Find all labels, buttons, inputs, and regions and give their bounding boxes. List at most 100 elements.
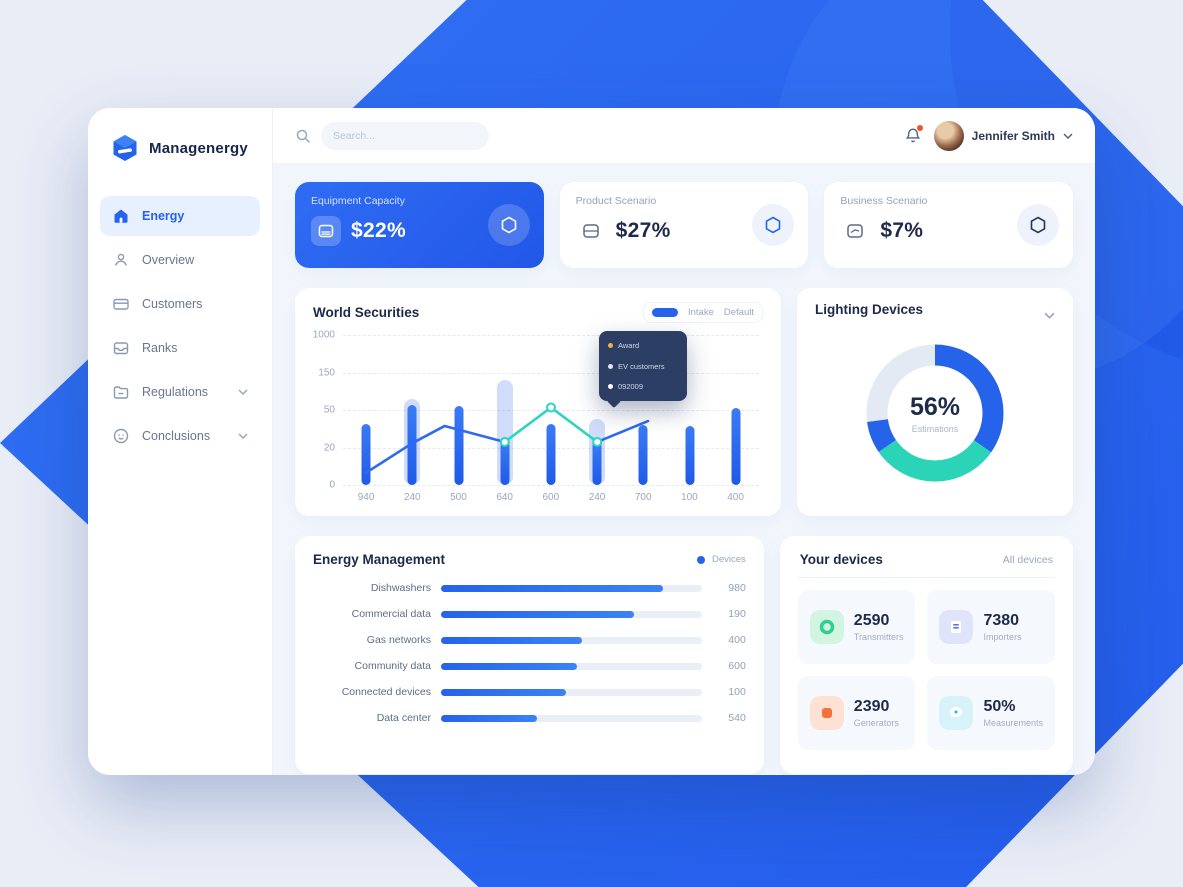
legend-selected-pill: [652, 308, 678, 317]
search-input[interactable]: [321, 121, 489, 150]
chevron-down-icon[interactable]: [1044, 306, 1055, 324]
hexagon-action-button[interactable]: [752, 204, 795, 246]
dark-circle-shape: [950, 0, 1183, 380]
chart-legend[interactable]: Intake Default: [643, 302, 763, 323]
bar[interactable]: [685, 425, 695, 485]
energy-bar-fill[interactable]: [441, 714, 538, 722]
report-icon: [840, 216, 870, 246]
notification-dot: [916, 124, 923, 131]
sidebar-item-energy[interactable]: Energy: [100, 196, 260, 236]
bar[interactable]: [361, 423, 371, 485]
sidebar-nav: Energy Overview Customers Ranks Regulations C…: [88, 196, 272, 456]
energy-row: Connected devices 100: [313, 686, 746, 698]
bar[interactable]: [407, 405, 417, 485]
bar-line-chart: 1000 150 50 20 0 Award EV customers 092009: [313, 330, 763, 491]
energy-bar-fill[interactable]: [441, 662, 577, 670]
energy-row-value: 400: [728, 634, 746, 646]
tooltip-dot: [608, 343, 613, 348]
energy-row-value: 600: [728, 660, 746, 672]
gridline: [343, 372, 759, 374]
hexagon-action-button[interactable]: [1017, 204, 1060, 246]
stat-label: Business Scenario: [840, 195, 928, 207]
gridline: [343, 335, 759, 336]
x-tick: 600: [542, 492, 560, 503]
sidebar-item-regulations[interactable]: Regulations: [100, 372, 260, 412]
notification-bell-icon[interactable]: [904, 124, 923, 145]
energy-bar-fill[interactable]: [441, 636, 582, 644]
stat-value: $22%: [351, 219, 406, 242]
x-tick: 700: [634, 492, 652, 503]
divider: [797, 577, 1055, 578]
device-tiles: 2590 Transmitters 7380 Importers 2390 Generat…: [796, 590, 1057, 750]
stat-card-equipment[interactable]: Equipment Capacity $22%: [295, 182, 544, 268]
sidebar-item-label: Energy: [142, 209, 185, 223]
donut-segment-primary[interactable]: [866, 344, 1004, 482]
tile-value: 50%: [983, 698, 1016, 715]
sidebar-item-conclusions[interactable]: Conclusions: [100, 416, 260, 456]
all-devices-link[interactable]: All devices: [1002, 553, 1053, 566]
bar[interactable]: [500, 440, 510, 485]
topbar: Jennifer Smith: [273, 108, 1095, 164]
y-tick: 150: [318, 367, 335, 378]
tooltip-text: 092009: [618, 382, 644, 391]
home-icon: [112, 207, 130, 225]
x-tick: 100: [681, 492, 698, 503]
sidebar-item-customers[interactable]: Customers: [100, 284, 260, 324]
gridline: [343, 485, 759, 486]
devices-panel: Your devices All devices 2590 Transmitter…: [779, 536, 1073, 774]
hexagon-action-button[interactable]: [487, 204, 530, 246]
stat-card-business[interactable]: Business Scenario $7%: [824, 182, 1074, 268]
panel-title: Energy Management: [313, 552, 446, 567]
device-tile-generators[interactable]: 2390 Generators: [797, 676, 916, 750]
user-icon: [112, 251, 130, 269]
donut-segment-secondary[interactable]: [866, 344, 1004, 482]
stat-card-product[interactable]: Product Scenario $27%: [559, 182, 809, 268]
bar[interactable]: [731, 407, 741, 485]
panel-title: Lighting Devices: [815, 302, 924, 317]
bar[interactable]: [454, 406, 464, 485]
sidebar-item-overview[interactable]: Overview: [100, 240, 260, 280]
device-tile-measurements[interactable]: 50% Measurements: [927, 676, 1055, 750]
bar[interactable]: [546, 423, 556, 485]
x-tick: 940: [357, 492, 375, 503]
bar[interactable]: [638, 424, 648, 485]
y-tick: 50: [323, 404, 335, 416]
bar[interactable]: [592, 440, 602, 485]
energy-row-value: 980: [728, 582, 746, 594]
energy-bar-fill[interactable]: [441, 584, 663, 592]
device-tile-transmitters[interactable]: 2590 Transmitters: [797, 590, 916, 664]
tooltip-row: Award: [608, 341, 678, 350]
donut-chart: 56% Estimations: [853, 331, 1017, 495]
x-tick: 400: [727, 492, 744, 503]
tooltip-row: 092009: [608, 382, 678, 391]
energy-bar-fill[interactable]: [441, 610, 634, 618]
hexagon-icon: [1030, 216, 1046, 234]
bottom-row: Energy Management Devices Dishwashers 980…: [295, 536, 1073, 774]
brand: Managenergy: [88, 126, 272, 170]
energy-row: Gas networks 400: [313, 634, 746, 646]
avatar: [933, 120, 964, 151]
energy-row-value: 540: [728, 712, 746, 724]
tooltip-row: EV customers: [608, 362, 678, 371]
energy-bar-fill[interactable]: [441, 688, 567, 696]
tooltip-text: Award: [618, 341, 640, 350]
sidebar-item-label: Overview: [142, 253, 195, 267]
energy-row-label: Data center: [376, 712, 431, 724]
inbox-icon: [112, 339, 130, 357]
stat-label: Equipment Capacity: [311, 195, 405, 207]
sidebar-item-ranks[interactable]: Ranks: [100, 328, 260, 368]
energy-row-label: Community data: [354, 660, 431, 672]
device-tile-importers[interactable]: 7380 Importers: [927, 590, 1055, 664]
world-chart-panel: World Securities Intake Default 1000 150 5…: [295, 288, 781, 516]
x-axis-labels: 940 240 500 640 600 240 700 100 400: [343, 492, 763, 503]
card-icon: [311, 216, 341, 246]
user-menu[interactable]: Jennifer Smith: [933, 120, 1073, 151]
hexagon-icon: [501, 216, 516, 234]
tooltip-dot: [608, 384, 613, 389]
user-name: Jennifer Smith: [971, 128, 1055, 143]
energy-row-label: Commercial data: [351, 608, 431, 620]
x-tick: 240: [588, 492, 606, 503]
energy-bar-track: [441, 662, 702, 670]
brand-name: Managenergy: [149, 139, 248, 157]
